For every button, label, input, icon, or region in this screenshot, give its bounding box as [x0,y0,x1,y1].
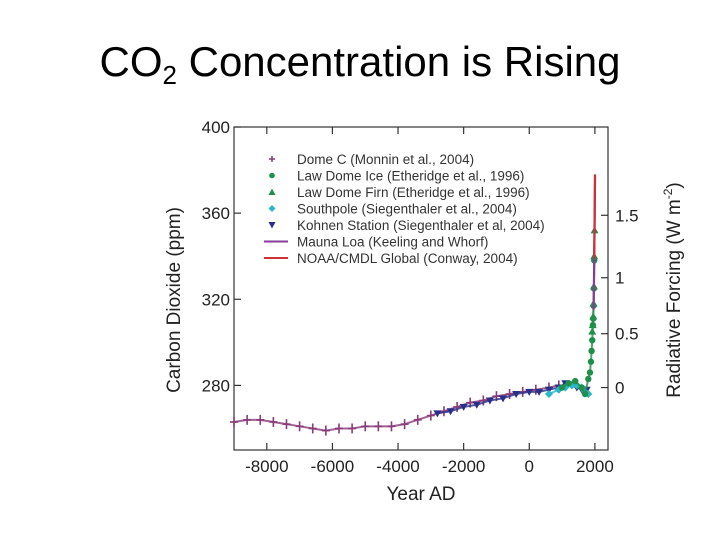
y-tick-label: 320 [202,290,230,309]
data-point [525,388,534,396]
slide-title: CO2 Concentration is Rising [0,38,720,91]
legend-swatch [268,188,276,195]
legend-swatch [268,205,276,212]
x-tick-label: -4000 [376,457,419,476]
data-point [512,391,521,399]
data-point [544,390,553,399]
data-point [433,410,442,418]
data-point [558,384,566,391]
y2-label-sup: -2 [661,188,675,199]
y2-tick-label: 0 [615,379,624,398]
title-subscript: 2 [162,60,177,90]
data-point [589,336,596,344]
legend-entry: Southpole (Siegenthaler et al., 2004) [268,202,517,217]
data-point [571,377,579,385]
x-axis-label: Year AD [386,484,455,505]
y2-label-end: ) [664,182,685,188]
legend-label: Dome C (Monnin et al., 2004) [297,152,474,167]
data-point [586,369,594,376]
y2-tick-label: 0.5 [615,325,639,344]
plot-area [233,126,609,451]
x-tick-label: -2000 [442,457,485,476]
y-tick-label: 360 [202,204,230,223]
y2-tick-label: 1.5 [615,206,639,225]
legend-entry: Law Dome Ice (Etheridge et al., 1996) [269,169,524,184]
series-line [593,174,597,259]
y-tick-label: 400 [202,118,230,137]
data-point [578,384,585,391]
data-point [587,358,595,365]
legend-label: Kohnen Station (Siegenthaler et al, 2004… [297,218,545,233]
data-point [589,312,598,320]
x-tick-label: -6000 [311,457,354,476]
legend-label: Mauna Loa (Keeling and Whorf) [297,235,488,250]
series-layer [230,174,599,436]
x-tick-label: -8000 [245,457,288,476]
legend-swatch [269,172,275,179]
data-point [585,375,592,383]
y-tick-label: 280 [202,376,230,395]
data-point [588,347,595,355]
legend-label: NOAA/CMDL Global (Conway, 2004) [297,251,518,266]
legend-entry: Dome C (Monnin et al., 2004) [269,152,474,167]
title-rest: Concentration is Rising [176,38,621,85]
y2-tick-label: 1 [615,269,624,288]
y-axis-label: Carbon Dioxide (ppm) [164,207,185,393]
data-point [581,390,589,398]
data-point [459,403,468,411]
x-tick-label: 0 [525,457,534,476]
legend-label: Law Dome Firn (Etheridge et al., 1996) [297,185,530,200]
legend-swatch [268,222,276,229]
legend: Dome C (Monnin et al., 2004) Law Dome Ice… [264,152,545,266]
data-point [588,321,597,329]
series-dome-c [230,380,563,436]
data-point [446,408,455,416]
plot-frame [233,126,609,451]
data-point [588,327,597,335]
data-point [499,395,508,403]
legend-label: Southpole (Siegenthaler et al., 2004) [297,202,517,217]
legend-entry: NOAA/CMDL Global (Conway, 2004) [264,251,518,266]
data-point [535,388,544,396]
legend-entry: Kohnen Station (Siegenthaler et al, 2004… [268,218,545,233]
legend-entry: Law Dome Firn (Etheridge et al., 1996) [268,185,530,200]
data-point [472,401,481,409]
y2-label-main: Radiative Forcing (W m [664,199,685,398]
data-point [565,380,572,387]
x-tick-label: 2000 [576,457,614,476]
series-law-dome-ice [558,257,598,398]
legend-entry: Mauna Loa (Keeling and Whorf) [264,235,488,250]
series-noaa-cmdl-global [593,174,597,259]
axes: -8000 -6000 -4000 -2000 0 2000 280 320 360 400 0 0.… [202,118,639,476]
y2-axis-label: Radiative Forcing (W m-2) [661,182,685,398]
data-point [485,397,494,405]
title-main: CO [99,38,163,85]
legend-label: Law Dome Ice (Etheridge et al., 1996) [297,169,524,184]
